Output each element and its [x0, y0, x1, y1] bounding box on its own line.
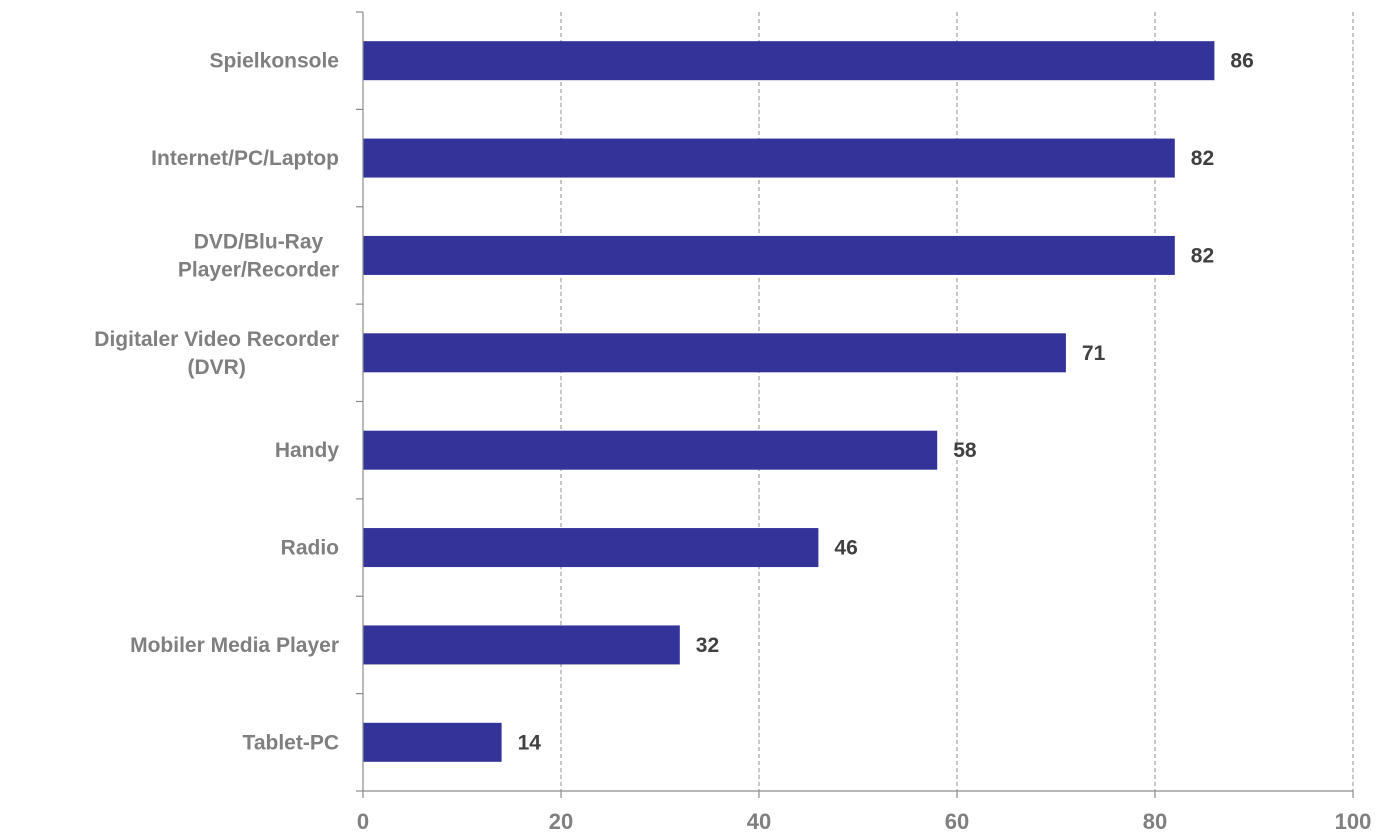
data-label: 86 — [1230, 50, 1253, 73]
category-label-line: Player/Recorder — [178, 258, 339, 281]
category-label: Tablet-PC — [243, 731, 339, 754]
x-tick-label: 100 — [1335, 809, 1372, 834]
bar — [363, 138, 1175, 178]
category-label: Internet/PC/Laptop — [151, 147, 339, 170]
data-label: 71 — [1082, 342, 1106, 365]
data-label: 58 — [953, 439, 977, 462]
bar — [363, 41, 1215, 81]
x-tick-label: 20 — [549, 809, 573, 834]
grid-lines — [560, 12, 1354, 791]
category-label-line: Mobiler Media Player — [130, 634, 339, 657]
data-label: 32 — [696, 634, 719, 657]
category-label-line: Digitaler Video Recorder — [94, 328, 339, 351]
data-label: 82 — [1191, 244, 1214, 267]
category-label: Spielkonsole — [209, 50, 339, 73]
category-label-line: Handy — [275, 439, 340, 462]
data-label: 46 — [834, 537, 857, 560]
bar — [363, 333, 1066, 373]
category-label-line: (DVR) — [187, 356, 245, 379]
x-tick-label: 60 — [945, 809, 969, 834]
data-label: 14 — [518, 731, 542, 754]
bar — [363, 528, 819, 568]
bar — [363, 430, 938, 470]
bars — [363, 41, 1215, 762]
category-label: Digitaler Video Recorder (DVR) — [94, 328, 339, 379]
category-label-line: Internet/PC/Laptop — [151, 147, 339, 170]
data-label: 82 — [1191, 147, 1214, 170]
category-label: DVD/Blu-Ray Player/Recorder — [178, 230, 339, 281]
axes — [356, 11, 1354, 798]
x-tick-label: 0 — [357, 809, 369, 834]
category-label: Mobiler Media Player — [130, 634, 339, 657]
category-label-line: Radio — [281, 537, 339, 560]
category-label-line: DVD/Blu-Ray — [194, 230, 324, 253]
category-label: Radio — [281, 537, 339, 560]
category-label: Handy — [275, 439, 340, 462]
x-tick-label: 40 — [747, 809, 771, 834]
bar — [363, 722, 502, 762]
labels: 0 20 40 60 80 100 86 Spielkonsole 82 Internet/PC/… — [94, 50, 1371, 834]
x-tick-label: 80 — [1143, 809, 1167, 834]
category-label-line: Tablet-PC — [243, 731, 339, 754]
bar — [363, 235, 1175, 275]
category-label-line: Spielkonsole — [209, 50, 339, 73]
bar — [363, 625, 680, 665]
